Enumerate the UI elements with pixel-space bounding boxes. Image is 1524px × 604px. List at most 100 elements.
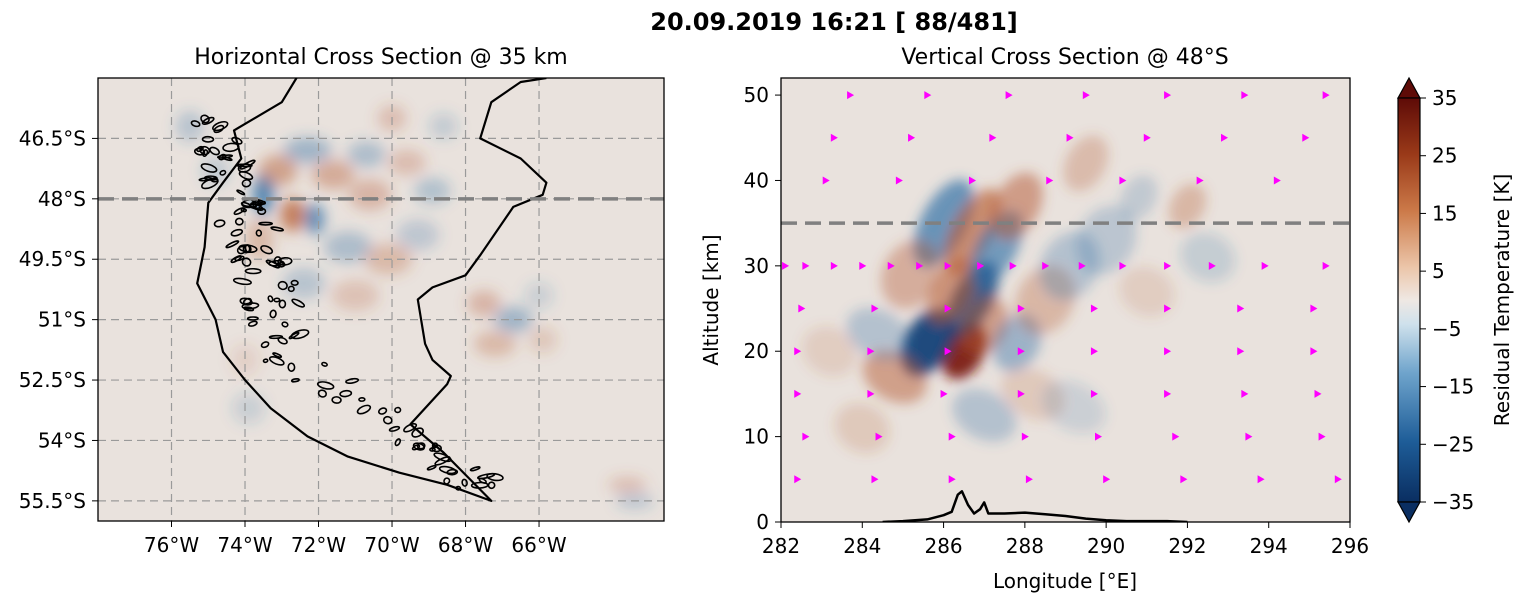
colorbar-tick-label: −15	[1432, 375, 1474, 399]
island-outline	[411, 427, 424, 438]
island-outline	[431, 444, 442, 453]
y-tick-label: 40	[744, 168, 769, 192]
wind-marker	[802, 261, 810, 270]
island-outline	[411, 444, 421, 451]
cool-anomaly	[396, 219, 440, 251]
y-tick-label: 20	[744, 339, 769, 363]
warm-anomaly	[467, 290, 501, 317]
wind-marker	[1302, 133, 1310, 142]
island-outline	[287, 285, 295, 293]
wind-marker	[908, 133, 916, 142]
y-tick-label: 55.5°S	[19, 489, 86, 513]
cool-anomaly	[1119, 174, 1158, 221]
vertical-section-title: Vertical Cross Section @ 48°S	[901, 45, 1228, 70]
wind-marker	[1314, 389, 1322, 398]
island-outline	[358, 396, 366, 402]
coastline	[196, 78, 548, 502]
wind-marker	[830, 133, 838, 142]
cool-anomaly	[231, 392, 266, 424]
island-outline	[237, 163, 252, 173]
wind-marker	[1025, 475, 1033, 484]
warm-anomaly	[311, 159, 355, 190]
wind-marker	[830, 261, 838, 270]
cool-anomaly	[282, 267, 326, 300]
y-tick-label: 51°S	[38, 308, 86, 332]
island-outline	[433, 452, 452, 463]
x-tick-label: 290	[1087, 534, 1125, 558]
wind-marker	[1017, 347, 1025, 356]
island-outline	[199, 145, 211, 156]
x-tick-label: 68°W	[438, 533, 493, 557]
wind-marker	[1017, 304, 1025, 313]
island-outline	[246, 316, 259, 321]
island-outline	[426, 464, 437, 471]
colorbar-tick-label: 25	[1432, 144, 1457, 168]
wind-marker	[1082, 91, 1090, 100]
colorbar-ticks: 35 25 15 5 −5 −15 −25 −35	[1420, 86, 1474, 514]
wind-marker	[782, 261, 790, 270]
warm-anomaly	[608, 476, 647, 493]
island-outline	[469, 466, 481, 472]
x-tick-label: 296	[1331, 534, 1369, 558]
island-outline	[225, 240, 240, 249]
island-outline	[272, 352, 283, 359]
island-outline	[262, 358, 269, 364]
wind-marker	[1237, 304, 1245, 313]
island-outline	[290, 329, 310, 340]
wind-marker	[1273, 176, 1281, 185]
island-outline	[268, 334, 284, 340]
island-outline	[278, 299, 287, 309]
wind-marker	[1090, 304, 1098, 313]
wind-marker	[1164, 91, 1172, 100]
island-outline	[209, 146, 221, 156]
wind-marker	[822, 176, 830, 185]
warm-anomaly	[245, 218, 275, 261]
x-tick-label: 286	[924, 534, 962, 558]
horizontal-section-title: Horizontal Cross Section @ 35 km	[194, 45, 568, 70]
island-outline	[238, 170, 254, 181]
warm-anomaly	[528, 326, 558, 353]
wind-marker	[1257, 475, 1265, 484]
island-outline	[287, 362, 296, 372]
wind-marker	[798, 304, 806, 313]
warm-anomaly	[1168, 183, 1207, 229]
warm-anomaly	[1119, 266, 1175, 317]
island-outline	[273, 256, 282, 265]
y-tick-label: 46.5°S	[19, 126, 86, 150]
wind-marker	[1318, 432, 1326, 441]
wind-marker	[1090, 347, 1098, 356]
island-outline	[434, 456, 451, 466]
wind-marker	[859, 261, 867, 270]
wind-marker	[944, 261, 952, 270]
island-outline	[455, 485, 462, 491]
figure-suptitle: 20.09.2019 16:21 [ 88/481]	[650, 8, 1018, 36]
x-tick-label: 76°W	[144, 533, 199, 557]
island-outline	[255, 229, 263, 237]
island-outline	[477, 472, 496, 480]
cool-anomaly	[524, 282, 554, 309]
island-outline	[258, 221, 274, 226]
wind-marker	[1245, 432, 1253, 441]
wind-marker	[924, 91, 932, 100]
horizontal-axis-ticks: 76°W 74°W 72°W 70°W 68°W 66°W 46.5°S 48°S 49.5°S…	[19, 126, 567, 557]
warm-anomaly	[258, 154, 298, 187]
island-outline	[238, 244, 258, 254]
wind-marker	[1164, 261, 1172, 270]
island-outline	[339, 389, 353, 398]
wind-marker	[969, 176, 977, 185]
wind-marker	[794, 347, 802, 356]
wind-marker	[1017, 389, 1025, 398]
wind-marker	[802, 432, 810, 441]
island-outline	[290, 378, 300, 383]
wind-marker	[794, 389, 802, 398]
island-outline	[201, 135, 215, 143]
wind-marker	[1164, 389, 1172, 398]
x-tick-label: 294	[1250, 534, 1288, 558]
wind-marker	[948, 475, 956, 484]
cool-anomaly	[283, 137, 332, 164]
island-outline	[232, 277, 252, 286]
cool-anomaly	[324, 231, 372, 263]
island-outline	[394, 406, 402, 414]
colorbar-tick-label: −5	[1432, 317, 1461, 341]
horizontal-section-panel: Horizontal Cross Section @ 35 km 76°W 74°…	[19, 45, 665, 557]
